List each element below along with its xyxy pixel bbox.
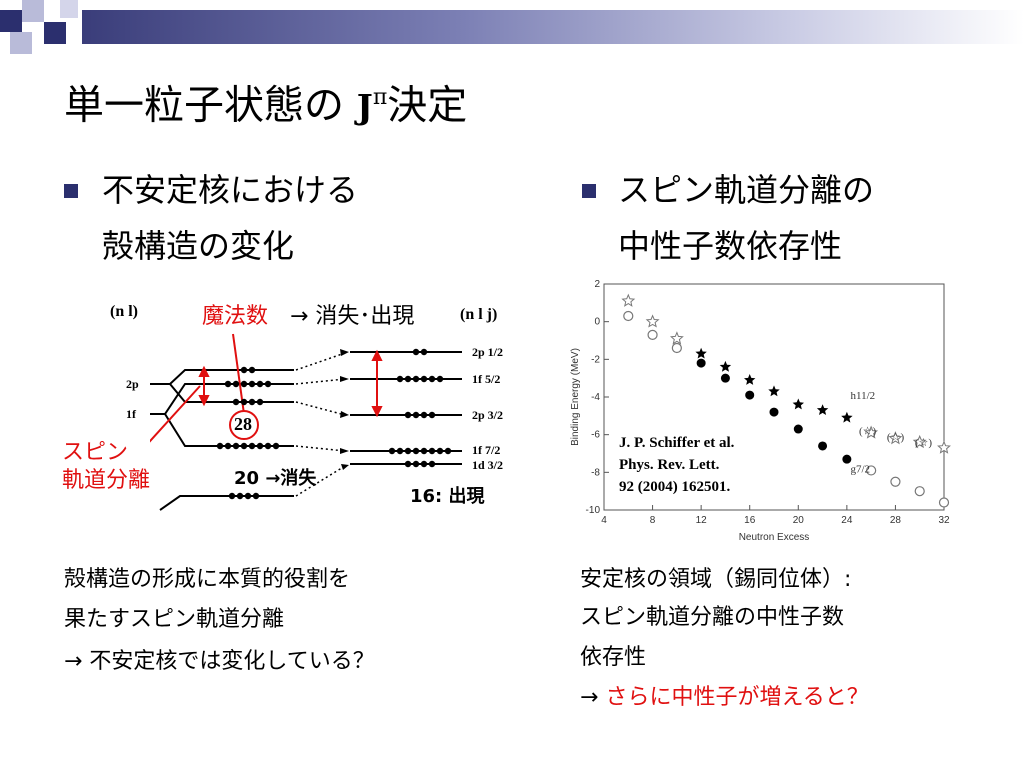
- nlj-label: (n l j): [460, 306, 498, 323]
- data-point-star-open: [888, 431, 903, 445]
- reference-citation: J. P. Schiffer et al. Phys. Rev. Lett. 9…: [619, 432, 735, 498]
- data-point-circle-filled: [696, 358, 706, 368]
- y-tick-label: 0: [594, 317, 600, 328]
- data-point-circle-open: [647, 329, 658, 340]
- title-main: 単一粒子状態の: [64, 82, 344, 129]
- title-j: J: [356, 87, 373, 128]
- data-point-circle-open: [623, 310, 634, 322]
- level-label-1f-left: 1f: [126, 407, 136, 421]
- right-body-arrow: →: [580, 685, 606, 710]
- corner-square-light-3: [60, 0, 78, 18]
- right-bullet-line2: 中性子数依存性: [618, 227, 843, 265]
- title-pi: π: [372, 85, 388, 110]
- data-point-circle-open: [938, 497, 950, 508]
- y-tick-label: -10: [586, 505, 601, 516]
- data-point-circle-filled: [745, 390, 755, 400]
- chart-annotation: (☆): [859, 426, 877, 438]
- data-point-star-open: [937, 440, 951, 454]
- data-point-circle-filled: [793, 424, 803, 434]
- corner-square-light-2: [10, 32, 32, 54]
- x-tick-label: 28: [890, 515, 902, 526]
- level-label-1d32: 1d 3/2: [472, 458, 504, 472]
- spin-orbit-label-2: 軌道分離: [62, 468, 151, 493]
- slide-title: 単一粒子状態の Jπ決定: [64, 70, 467, 135]
- title-tail: 決定: [387, 82, 468, 129]
- level-label-2p32: 2p 3/2: [472, 408, 504, 422]
- nl-label: (n l): [110, 303, 138, 320]
- corner-square-light-1: [22, 0, 44, 22]
- data-point-circle-filled: [842, 454, 852, 464]
- data-point-circle-open: [890, 476, 901, 487]
- left-body-line1: 殻構造の形成に本質的役割を: [64, 567, 351, 592]
- y-tick-label: -8: [591, 467, 600, 478]
- y-tick-label: -6: [591, 430, 600, 441]
- chart-annotation: (☆): [915, 437, 933, 449]
- magic-16-label: 16: 出現: [410, 486, 485, 507]
- data-point-star-open: [621, 293, 636, 307]
- data-point-circle-filled: [720, 373, 730, 383]
- magic-28-label: 28: [234, 414, 252, 434]
- right-body-line4: → さらに中性子が増えると？: [580, 678, 869, 718]
- data-point-circle-filled: [769, 407, 779, 417]
- chart-annotation: h11/2: [851, 390, 876, 402]
- level-label-2p-left: 2p: [126, 377, 139, 391]
- reference-line3: 92 (2004) 162501.: [619, 479, 731, 495]
- reference-line2: Phys. Rev. Lett.: [619, 457, 720, 473]
- data-point-star-filled: [768, 385, 780, 397]
- x-axis-label: Neutron Excess: [739, 532, 810, 543]
- left-body-line3: → 不安定核では変化している？: [64, 649, 375, 674]
- spin-orbit-label-1: スピン: [62, 440, 129, 465]
- x-tick-label: 4: [601, 515, 607, 526]
- right-body-line2: スピン軌道分離の中性子数: [580, 605, 845, 630]
- header-gradient-bar: [82, 10, 1024, 44]
- data-point-star-filled: [719, 360, 732, 372]
- data-point-circle-open: [866, 465, 877, 476]
- data-point-star-open: [669, 331, 684, 345]
- level-label-2p12: 2p 1/2: [472, 345, 504, 359]
- x-tick-label: 8: [650, 515, 656, 526]
- data-point-star-open: [912, 434, 927, 449]
- magic-number-label: 魔法数: [202, 304, 269, 329]
- bullet-marker-left: [64, 184, 78, 198]
- data-point-star-filled: [841, 411, 853, 423]
- y-tick-label: -4: [591, 392, 600, 403]
- shell-diagram: [150, 333, 462, 511]
- data-point-circle-filled: [818, 441, 828, 451]
- data-point-circle-open: [671, 342, 682, 354]
- x-tick-label: 16: [744, 515, 756, 526]
- data-point-star-open: [864, 425, 879, 439]
- y-tick-label: -2: [591, 354, 600, 365]
- data-point-star-filled: [695, 347, 707, 359]
- y-axis-label: Binding Energy (MeV): [570, 348, 581, 446]
- level-label-1f72: 1f 7/2: [472, 443, 501, 457]
- corner-square-dark-1: [0, 10, 22, 32]
- data-point-star-open: [645, 314, 660, 328]
- right-body-question: さらに中性子が増えると？: [605, 685, 869, 710]
- reference-line1: J. P. Schiffer et al.: [619, 435, 735, 451]
- right-body-line1: 安定核の領域（錫同位体）:: [580, 567, 852, 592]
- corner-square-dark-2: [44, 22, 66, 44]
- x-tick-label: 12: [696, 515, 708, 526]
- x-tick-label: 32: [938, 515, 950, 526]
- x-tick-label: 24: [841, 515, 853, 526]
- data-point-circle-open: [914, 486, 925, 497]
- bullet-marker-right: [582, 184, 596, 198]
- left-bullet-line1: 不安定核における: [102, 171, 359, 209]
- data-point-star-filled: [744, 374, 756, 385]
- level-label-1f52: 1f 5/2: [472, 372, 501, 386]
- right-body-line3: 依存性: [580, 645, 647, 670]
- left-body-line2: 果たすスピン軌道分離: [64, 607, 285, 632]
- left-bullet-line2: 殻構造の変化: [102, 227, 295, 265]
- chart-annotation: (☆): [887, 431, 905, 443]
- magic-20-label: 20 →消失: [234, 468, 317, 489]
- data-point-star-filled: [792, 398, 804, 410]
- x-tick-label: 20: [793, 515, 805, 526]
- chart-annotation: g7/2: [851, 463, 871, 475]
- y-tick-label: 2: [594, 279, 600, 290]
- data-point-star-filled: [816, 404, 829, 415]
- right-bullet-line1: スピン軌道分離の: [618, 171, 875, 209]
- magic-appear-vanish-label: → 消失･出現: [290, 304, 415, 329]
